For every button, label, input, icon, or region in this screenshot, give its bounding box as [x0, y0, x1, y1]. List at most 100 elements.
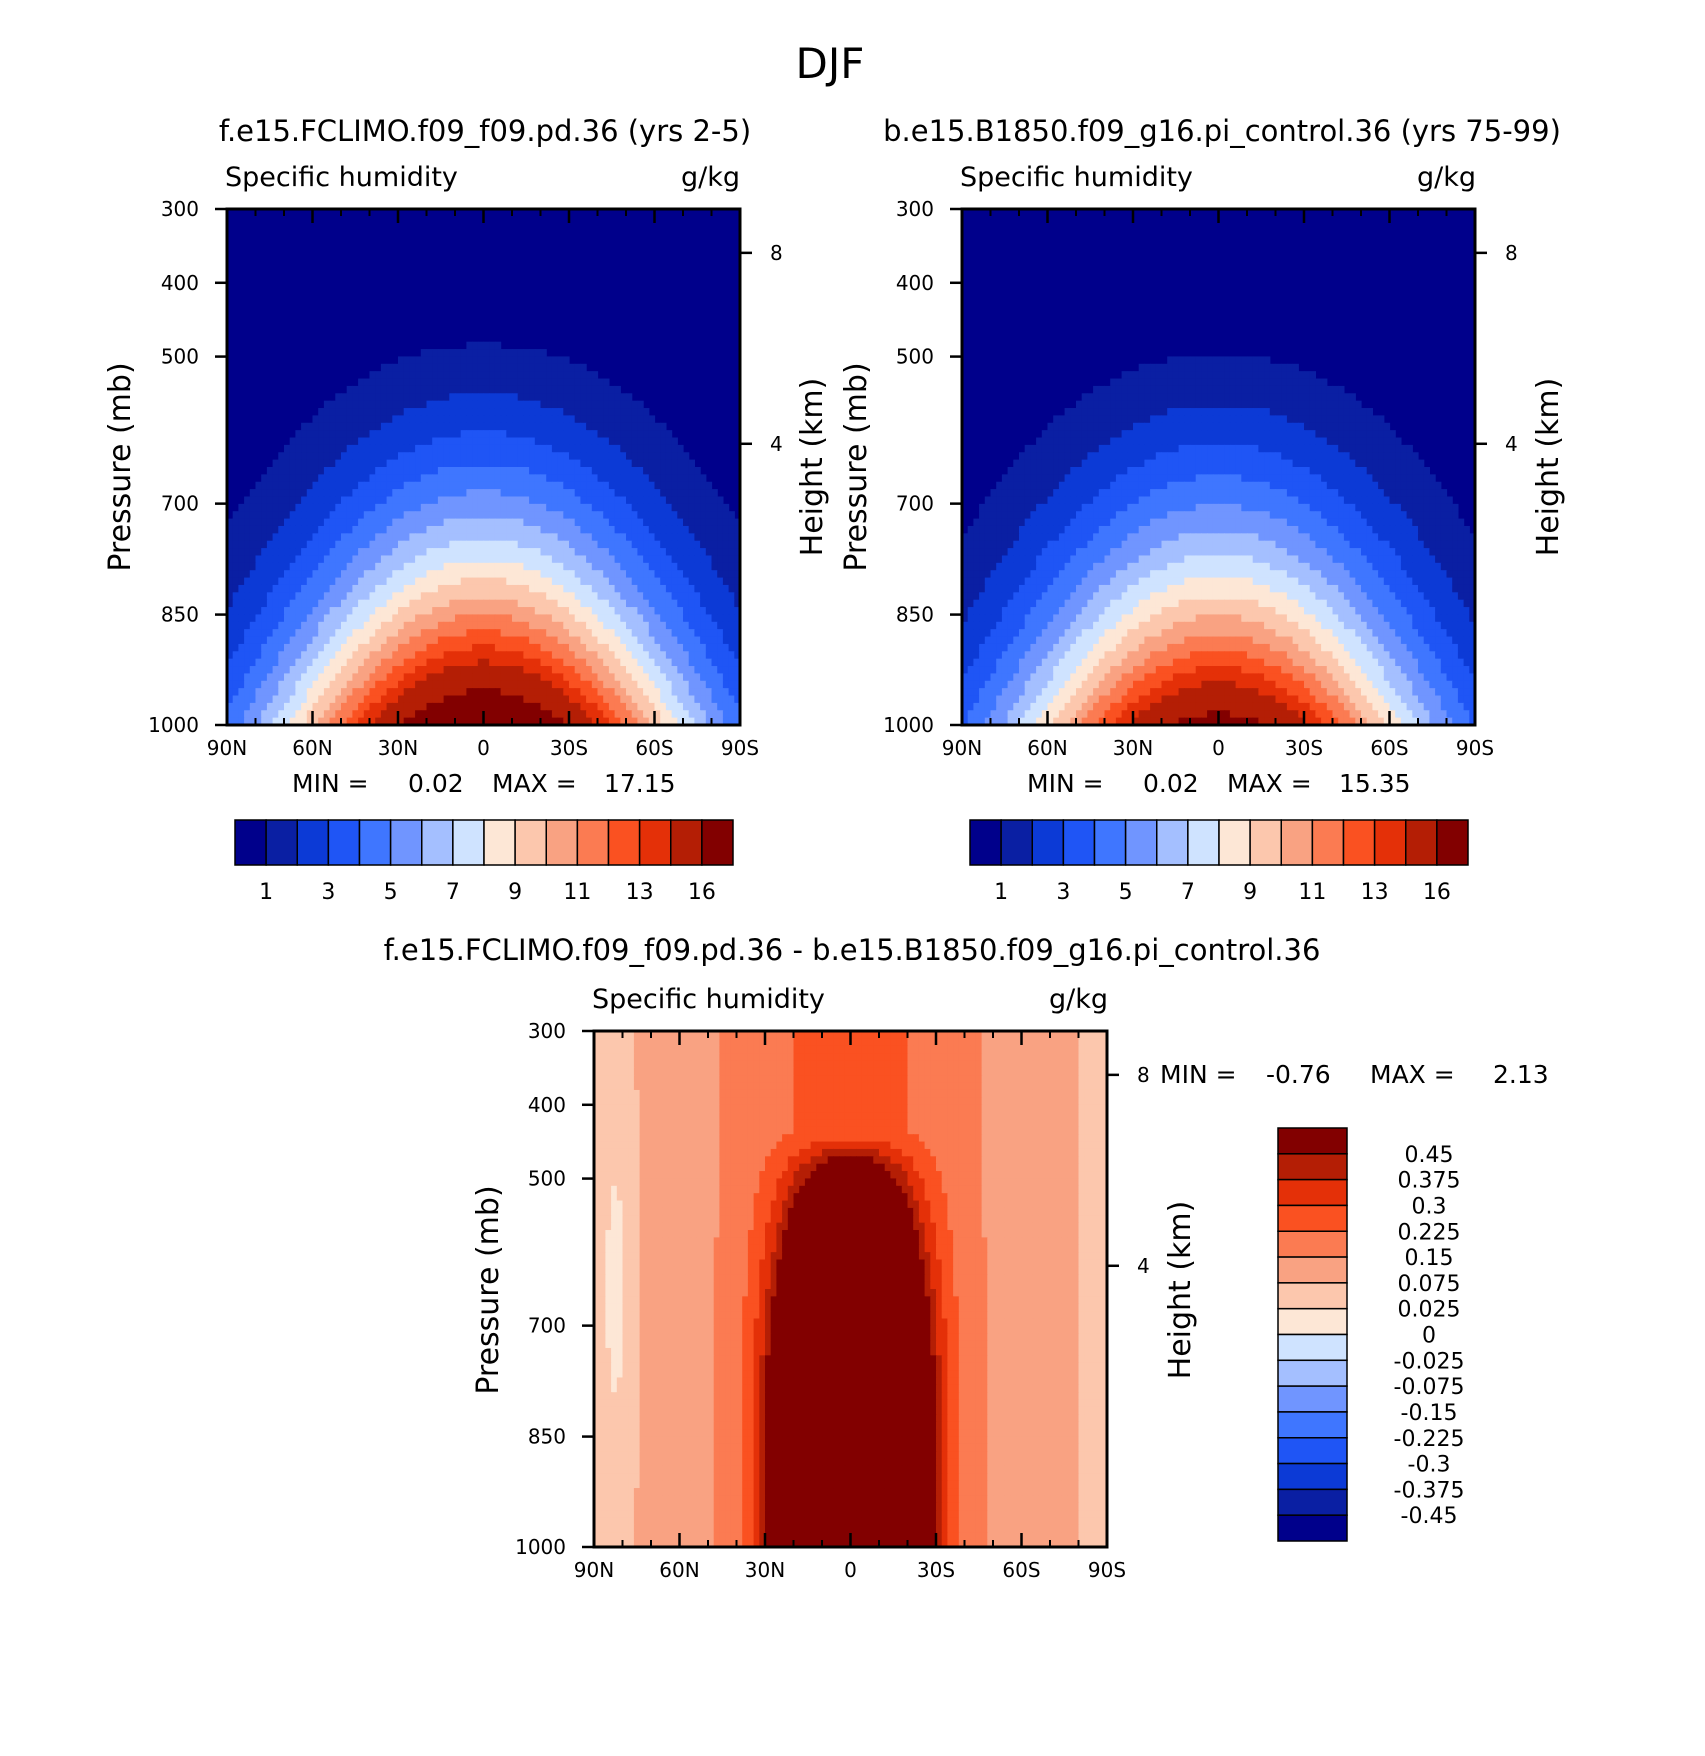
field-cell	[278, 533, 284, 541]
field-cell	[415, 578, 421, 586]
field-cell	[432, 533, 438, 541]
field-cell	[375, 673, 381, 681]
field-cell	[352, 533, 358, 541]
field-cell	[238, 696, 244, 704]
field-cell	[472, 585, 478, 593]
field-cell	[1270, 386, 1276, 394]
field-cell	[261, 578, 267, 586]
field-cell	[1184, 386, 1190, 394]
field-cell	[609, 467, 615, 475]
field-cell	[1241, 445, 1247, 453]
field-cell	[250, 673, 256, 681]
field-cell	[1333, 445, 1339, 453]
field-cell	[478, 415, 484, 423]
field-cell	[341, 614, 347, 622]
field-cell	[489, 342, 495, 350]
field-cell	[569, 438, 575, 446]
field-cell	[501, 592, 507, 600]
field-cell	[626, 607, 632, 615]
field-cell	[1144, 445, 1150, 453]
field-cell	[649, 703, 655, 711]
field-cell	[341, 644, 347, 652]
field-cell	[1355, 423, 1361, 431]
field-cell	[1156, 415, 1162, 423]
field-cell	[1276, 379, 1282, 387]
field-cell	[466, 415, 472, 423]
field-cell	[598, 482, 604, 490]
field-cell	[364, 423, 370, 431]
field-cell	[1179, 364, 1185, 372]
field-cell	[455, 703, 461, 711]
field-cell	[1350, 460, 1356, 468]
field-cell	[563, 430, 569, 438]
field-cell	[250, 570, 256, 578]
field-cell	[598, 673, 604, 681]
field-cell	[672, 482, 678, 490]
field-cell	[501, 408, 507, 416]
field-cell	[660, 430, 666, 438]
field-cell	[717, 578, 723, 586]
field-cell	[677, 644, 683, 652]
field-cell	[700, 504, 706, 512]
field-cell	[1059, 438, 1065, 446]
field-cell	[512, 541, 518, 549]
field-cell	[421, 666, 427, 674]
field-cell	[1030, 452, 1036, 460]
field-cell	[1076, 467, 1082, 475]
field-cell	[489, 349, 495, 357]
field-cell	[677, 548, 683, 556]
field-cell	[1224, 445, 1230, 453]
field-cell	[723, 548, 729, 556]
field-cell	[592, 511, 598, 519]
field-cell	[1162, 430, 1168, 438]
field-cell	[558, 666, 564, 674]
field-cell	[1390, 467, 1396, 475]
field-cell	[1059, 467, 1065, 475]
field-cell	[1116, 452, 1122, 460]
field-cell	[489, 460, 495, 468]
field-cell	[409, 364, 415, 372]
field-cell	[335, 578, 341, 586]
field-cell	[586, 585, 592, 593]
field-cell	[660, 452, 666, 460]
field-cell	[278, 460, 284, 468]
field-cell	[284, 511, 290, 519]
field-cell	[404, 710, 410, 718]
field-cell	[444, 356, 450, 364]
field-cell	[335, 430, 341, 438]
field-cell	[558, 659, 564, 667]
field-cell	[518, 533, 524, 541]
field-cell	[404, 460, 410, 468]
field-cell	[1230, 356, 1236, 364]
field-cell	[392, 467, 398, 475]
field-cell	[295, 467, 301, 475]
field-cell	[729, 563, 735, 571]
field-cell	[484, 622, 490, 630]
field-cell	[324, 710, 330, 718]
field-cell	[472, 696, 478, 704]
field-cell	[1059, 452, 1065, 460]
field-cell	[620, 489, 626, 497]
field-cell	[290, 438, 296, 446]
field-cell	[706, 688, 712, 696]
field-cell	[392, 563, 398, 571]
field-cell	[409, 629, 415, 637]
field-cell	[421, 504, 427, 512]
field-cell	[295, 496, 301, 504]
field-cell	[569, 460, 575, 468]
field-cell	[672, 592, 678, 600]
field-cell	[1167, 364, 1173, 372]
field-cell	[615, 666, 621, 674]
field-cell	[501, 681, 507, 689]
field-cell	[1407, 474, 1413, 482]
field-cell	[523, 445, 529, 453]
field-cell	[655, 467, 661, 475]
field-cell	[352, 438, 358, 446]
field-cell	[324, 452, 330, 460]
field-cell	[444, 504, 450, 512]
field-cell	[267, 526, 273, 534]
field-cell	[1407, 467, 1413, 475]
field-cell	[318, 607, 324, 615]
field-cell	[478, 541, 484, 549]
field-cell	[449, 467, 455, 475]
